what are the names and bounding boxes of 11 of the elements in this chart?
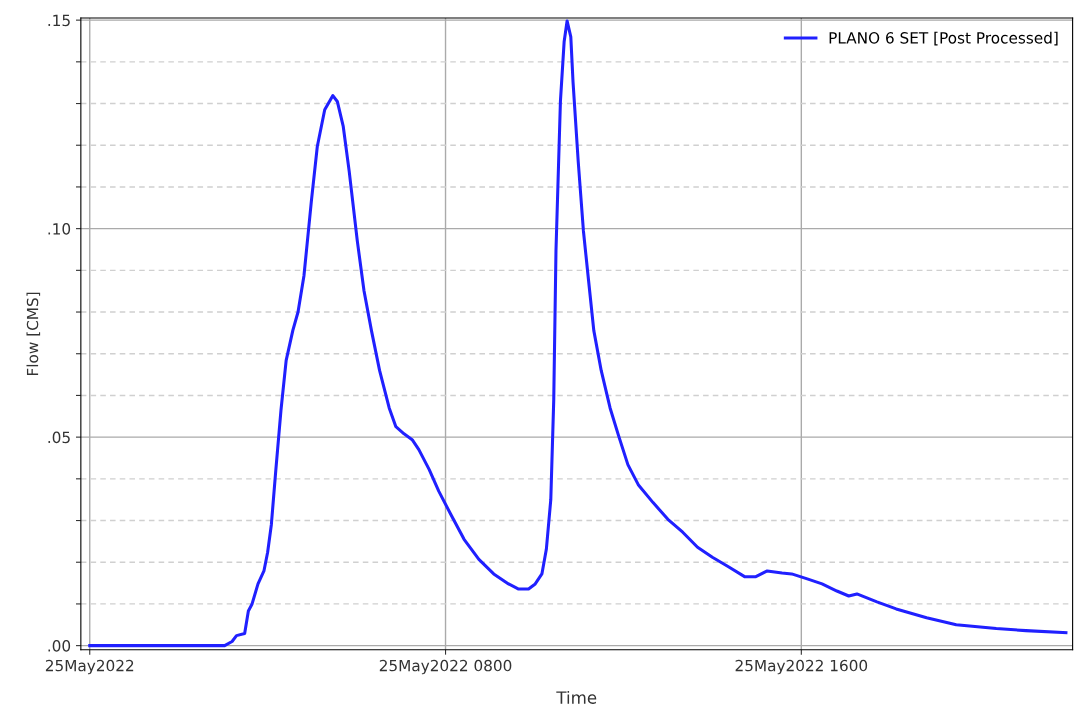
x-tick-label: 25May2022 [45,659,134,675]
x-axis-title: Time [556,690,597,704]
y-tick-label: .15 [48,14,70,27]
y-tick-label: .05 [48,431,70,444]
y-tick-label: .10 [48,223,71,235]
line-series [88,19,1068,648]
x-tick-label: 25May2022 0800 [379,659,512,675]
y-axis-title: Flow [CMS] [26,292,41,376]
legend-label: PLANO 6 SET [Post Processed] [829,31,1058,46]
x-tick-label: 25May2022 1600 [735,659,868,675]
y-tick-label: .00 [48,640,71,652]
